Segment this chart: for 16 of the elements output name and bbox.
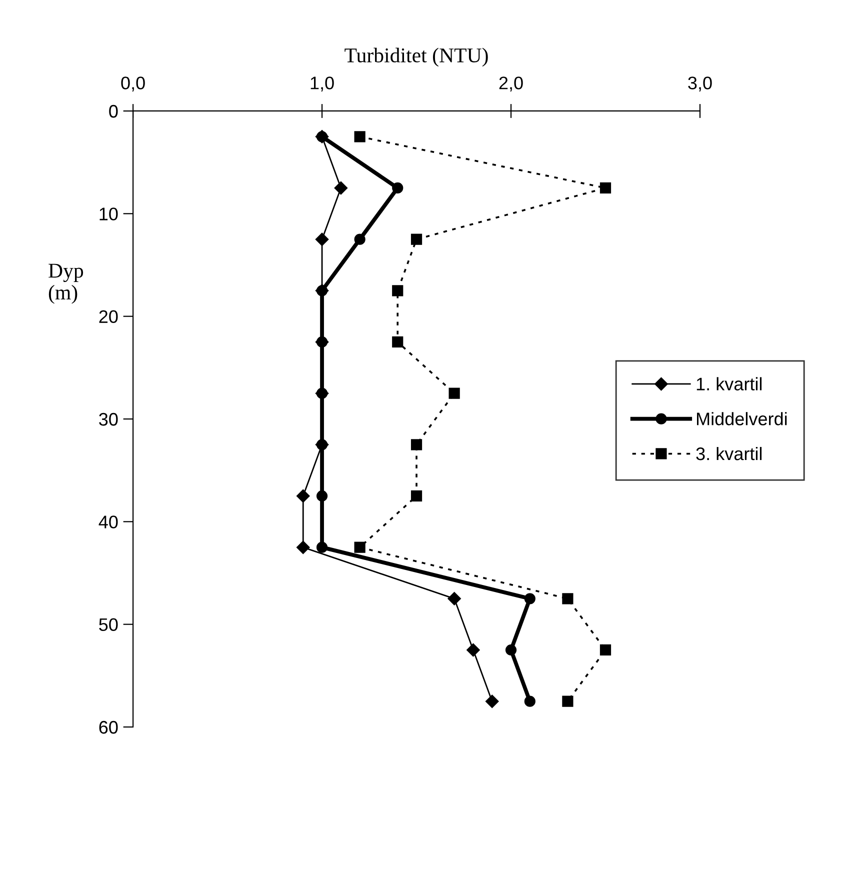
legend-label: 1. kvartil: [696, 377, 762, 390]
y-tick-label: 20: [99, 310, 118, 324]
y-axis-title: Dyp (m): [48, 264, 84, 304]
y-tick-label: 0: [109, 104, 118, 118]
y-tick-label: 60: [99, 720, 118, 734]
legend-label: Middelverdi: [697, 412, 787, 426]
y-tick-label: 10: [100, 208, 118, 220]
y-tick-label: 40: [98, 516, 118, 528]
x-tick-label: 3,0: [688, 76, 712, 92]
y-tick-label: 30: [99, 412, 118, 426]
y-tick-label: 50: [99, 618, 118, 632]
x-axis-title: Turbiditet (NTU): [344, 48, 488, 67]
x-tick-label: 0,0: [121, 76, 145, 92]
x-tick-label: 1,0: [310, 76, 334, 92]
legend-label: 3. kvartil: [696, 446, 762, 460]
x-tick-label: 2,0: [499, 76, 523, 92]
